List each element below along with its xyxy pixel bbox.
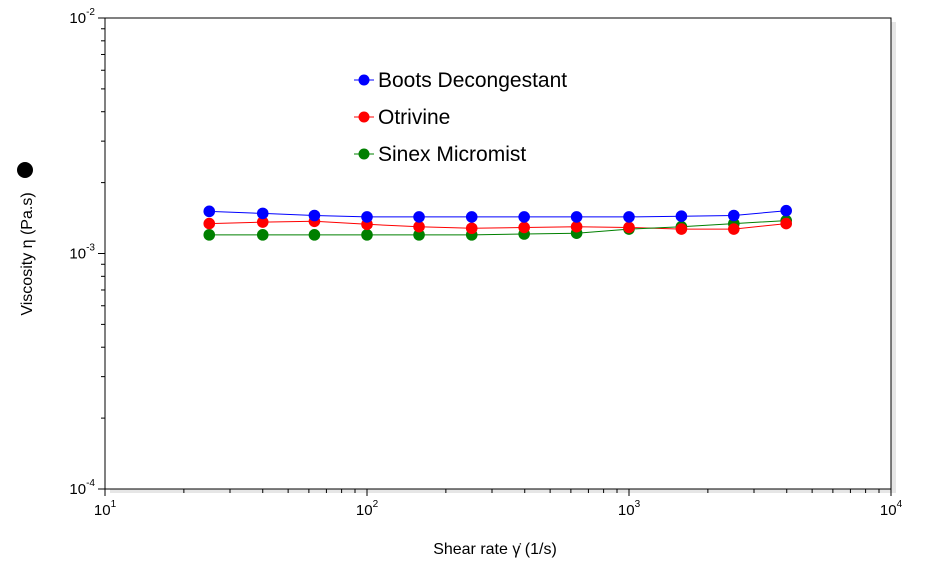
legend-label-otrivine: Otrivine bbox=[378, 106, 450, 129]
data-series bbox=[203, 204, 792, 241]
data-point-otrivine bbox=[675, 223, 688, 235]
legend-item-sinex: Sinex Micromist bbox=[354, 143, 526, 166]
y-tick-label: 10-3 bbox=[69, 243, 95, 263]
filled-circle-icon bbox=[358, 111, 370, 123]
data-point-otrivine bbox=[780, 217, 792, 230]
data-point-boots-decongestant bbox=[203, 205, 216, 218]
data-point-sinex-micromist bbox=[203, 229, 216, 241]
y-axis-label: Viscosity η (Pa.s) bbox=[19, 192, 36, 315]
data-point-boots-decongestant bbox=[675, 210, 688, 223]
series-line-otrivine bbox=[209, 220, 787, 230]
legend-item-otrivine: Otrivine bbox=[354, 106, 450, 129]
plot-area bbox=[104, 17, 892, 490]
data-point-otrivine bbox=[623, 221, 635, 234]
y-tick-label: 10-4 bbox=[69, 478, 95, 498]
data-point-boots-decongestant bbox=[570, 211, 583, 223]
data-point-boots-decongestant bbox=[465, 211, 478, 223]
data-point-boots-decongestant bbox=[413, 211, 425, 223]
legend-item-boots: Boots Decongestant bbox=[354, 69, 567, 92]
x-tick-label: 103 bbox=[618, 499, 641, 519]
data-point-otrivine bbox=[518, 221, 530, 234]
x-tick-label: 101 bbox=[94, 499, 117, 519]
x-axis-label: Shear rate γ̇ (1/s) bbox=[433, 541, 557, 558]
y-tick-label: 10-2 bbox=[69, 7, 95, 27]
legend: Boots Decongestant Otrivine Sinex Microm… bbox=[354, 69, 567, 166]
data-point-sinex-micromist bbox=[413, 229, 425, 241]
data-point-boots-decongestant bbox=[780, 204, 792, 217]
filled-circle-icon bbox=[358, 74, 370, 86]
data-point-otrivine bbox=[413, 220, 425, 233]
data-point-boots-decongestant bbox=[623, 211, 635, 223]
data-point-boots-decongestant bbox=[518, 211, 530, 223]
data-point-boots-decongestant bbox=[256, 207, 269, 220]
data-point-sinex-micromist bbox=[256, 229, 269, 241]
legend-label-boots: Boots Decongestant bbox=[378, 69, 567, 92]
data-point-otrivine bbox=[256, 216, 269, 228]
data-point-otrivine bbox=[465, 222, 478, 235]
data-point-sinex-micromist bbox=[361, 229, 373, 241]
data-point-otrivine bbox=[203, 217, 216, 230]
data-point-boots-decongestant bbox=[308, 209, 321, 222]
y-axis-marker-icon bbox=[17, 162, 33, 178]
series-line-sinex-micromist bbox=[209, 220, 787, 236]
x-tick-label: 104 bbox=[880, 499, 903, 519]
data-point-sinex-micromist bbox=[308, 229, 321, 241]
axis-ticks bbox=[98, 17, 892, 496]
series-line-boots-decongestant bbox=[209, 210, 787, 218]
x-tick-label: 102 bbox=[356, 499, 379, 519]
data-point-otrivine bbox=[728, 223, 740, 235]
data-point-otrivine bbox=[570, 220, 583, 233]
filled-circle-icon bbox=[358, 148, 370, 160]
data-point-boots-decongestant bbox=[361, 211, 373, 223]
tick-labels: 101 102 103 104 10-2 10-3 10-4 bbox=[69, 7, 902, 519]
y-axis-label-group: Viscosity η (Pa.s) bbox=[19, 192, 36, 315]
data-point-boots-decongestant bbox=[728, 209, 740, 222]
legend-label-sinex: Sinex Micromist bbox=[378, 143, 526, 166]
